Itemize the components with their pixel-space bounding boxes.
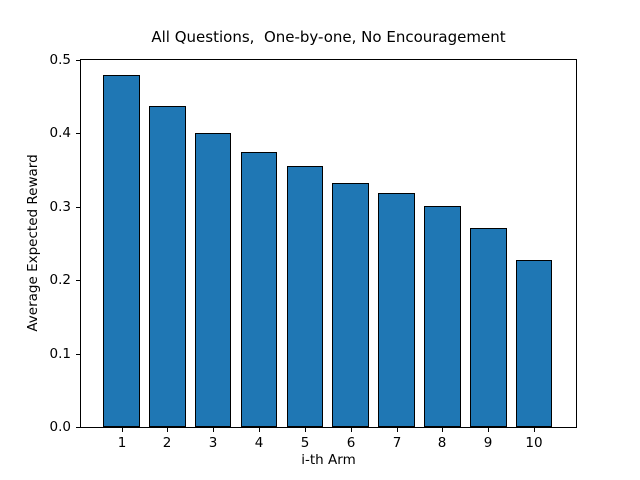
plot-area xyxy=(80,59,577,428)
x-tick-mark xyxy=(213,428,214,432)
bar-arm-1 xyxy=(103,75,140,427)
x-tick-mark xyxy=(122,428,123,432)
x-axis-label: i-th Arm xyxy=(301,452,356,468)
y-tick-label: 0.5 xyxy=(49,52,71,68)
x-tick-mark xyxy=(351,428,352,432)
chart-title: All Questions, One-by-one, No Encouragem… xyxy=(151,28,506,46)
bar-arm-6 xyxy=(332,183,370,427)
x-tick-label: 9 xyxy=(483,435,493,451)
y-tick-label: 0.3 xyxy=(49,199,71,215)
bar-arm-5 xyxy=(286,166,324,427)
x-tick-mark xyxy=(397,428,398,432)
x-tick-label: 2 xyxy=(162,435,172,451)
x-tick-mark xyxy=(167,428,168,432)
x-tick-label: 3 xyxy=(208,435,218,451)
x-tick-mark xyxy=(488,428,489,432)
bar-arm-7 xyxy=(378,193,415,427)
bar-arm-8 xyxy=(424,206,461,427)
y-tick-mark xyxy=(76,427,80,428)
y-axis-label: Average Expected Reward xyxy=(25,154,41,332)
x-tick-label: 1 xyxy=(117,435,127,451)
x-tick-label: 6 xyxy=(346,435,356,451)
bar-arm-9 xyxy=(469,228,507,427)
x-tick-label: 4 xyxy=(254,435,264,451)
y-tick-mark xyxy=(76,60,80,61)
x-tick-mark xyxy=(305,428,306,432)
y-tick-label: 0.4 xyxy=(49,125,71,141)
x-tick-label: 8 xyxy=(437,435,447,451)
y-tick-mark xyxy=(76,354,80,355)
x-tick-mark xyxy=(259,428,260,432)
bar-arm-3 xyxy=(194,133,232,427)
bars-container xyxy=(81,60,576,427)
x-tick-mark xyxy=(442,428,443,432)
bar-arm-10 xyxy=(515,260,553,427)
y-tick-mark xyxy=(76,280,80,281)
x-tick-label: 7 xyxy=(392,435,402,451)
y-tick-label: 0.0 xyxy=(49,419,71,435)
y-tick-mark xyxy=(76,133,80,134)
x-tick-label: 5 xyxy=(300,435,310,451)
x-tick-mark xyxy=(534,428,535,432)
bar-arm-2 xyxy=(149,106,186,427)
y-tick-label: 0.2 xyxy=(49,272,71,288)
bar-arm-4 xyxy=(240,152,278,427)
y-tick-label: 0.1 xyxy=(49,346,71,362)
x-tick-label: 10 xyxy=(525,435,543,451)
y-tick-mark xyxy=(76,207,80,208)
